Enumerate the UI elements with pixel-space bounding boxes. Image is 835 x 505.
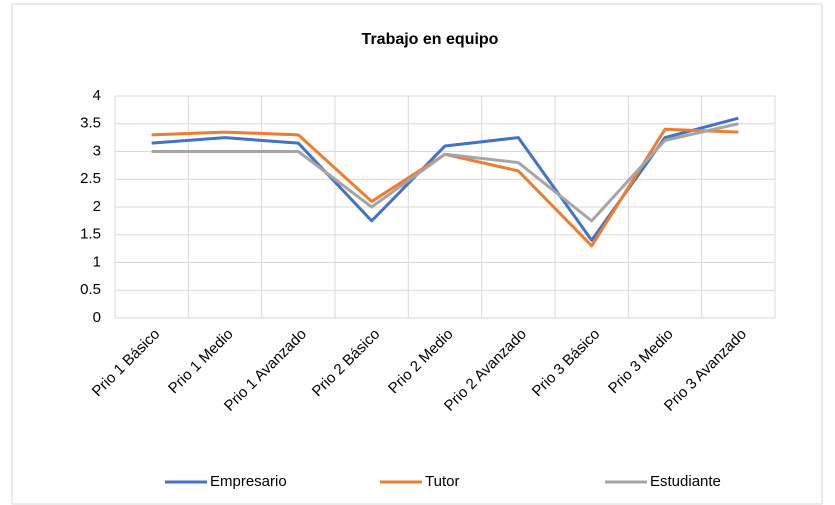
y-tick-label: 3 — [93, 142, 101, 159]
y-tick-label: 1.5 — [80, 226, 101, 243]
y-tick-label: 1 — [93, 253, 101, 270]
series-line — [151, 116, 739, 242]
y-tick-label: 2.5 — [80, 170, 101, 187]
y-tick-label: 2 — [93, 198, 101, 215]
series-line — [151, 122, 739, 223]
y-tick-label: 4 — [93, 87, 101, 104]
legend-label: Empresario — [210, 473, 287, 490]
chart-title: Trabajo en equipo — [362, 31, 499, 48]
legend-label: Estudiante — [650, 473, 721, 490]
legend-label: Tutor — [425, 473, 459, 490]
y-tick-label: 0.5 — [80, 281, 101, 298]
y-tick-label: 0 — [93, 309, 101, 326]
y-tick-label: 3.5 — [80, 115, 101, 132]
chart-frame — [11, 3, 823, 505]
